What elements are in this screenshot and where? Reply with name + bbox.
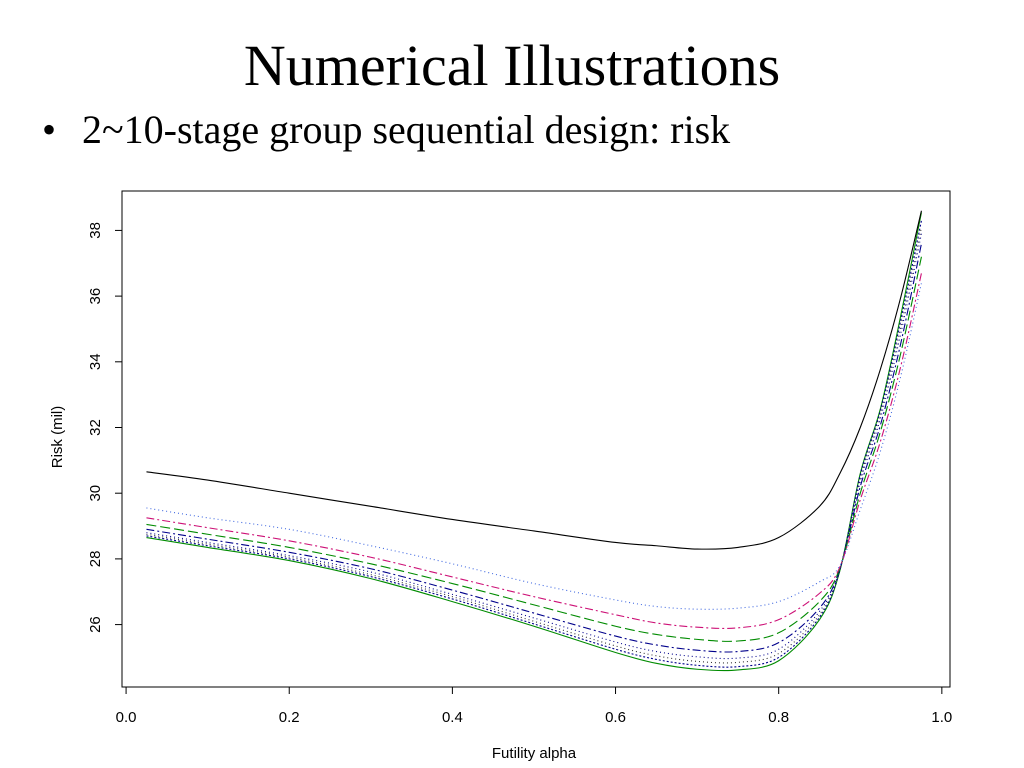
bullet-text: 2~10-stage group sequential design: risk [82,107,731,152]
series-line-3 [146,273,922,629]
slide-title: Numerical Illustrations [243,33,781,98]
x-tick-label: 0.8 [768,709,789,726]
series-line-5 [146,243,922,653]
series-line-7 [146,227,922,664]
x-tick-label: 0.6 [605,709,626,726]
series-line-2 [146,282,922,610]
y-tick-label: 32 [87,419,104,436]
y-tick-label: 26 [87,616,104,633]
bullet-item: • 2~10-stage group sequential design: ris… [42,106,730,154]
x-tick-label: 0.2 [279,709,300,726]
y-tick-label: 36 [87,288,104,305]
series-line-1 [146,210,922,550]
series-line-9 [146,212,922,672]
x-tick-label: 0.4 [442,709,463,726]
series-line-4 [146,256,922,642]
plot-frame [121,190,951,688]
y-tick-label: 28 [87,551,104,568]
series-line-6 [146,233,922,660]
y-tick-label: 38 [87,222,104,239]
x-axis-title: Futility alpha [492,745,577,762]
y-axis-title: Risk (mil) [49,406,66,468]
x-tick-label: 0.0 [116,709,137,726]
series-line-8 [146,220,922,668]
x-tick-label: 1.0 [931,709,952,726]
y-tick-label: 34 [87,353,104,370]
y-tick-label: 30 [87,485,104,502]
bullet-icon: • [42,107,57,152]
